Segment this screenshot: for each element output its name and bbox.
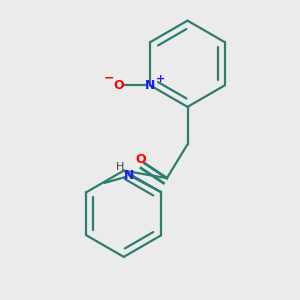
Text: N: N: [145, 79, 155, 92]
Text: N: N: [124, 169, 134, 182]
Text: H: H: [116, 162, 124, 172]
Text: +: +: [156, 74, 165, 84]
Text: O: O: [113, 79, 124, 92]
Text: O: O: [135, 153, 146, 166]
Text: −: −: [104, 71, 114, 84]
